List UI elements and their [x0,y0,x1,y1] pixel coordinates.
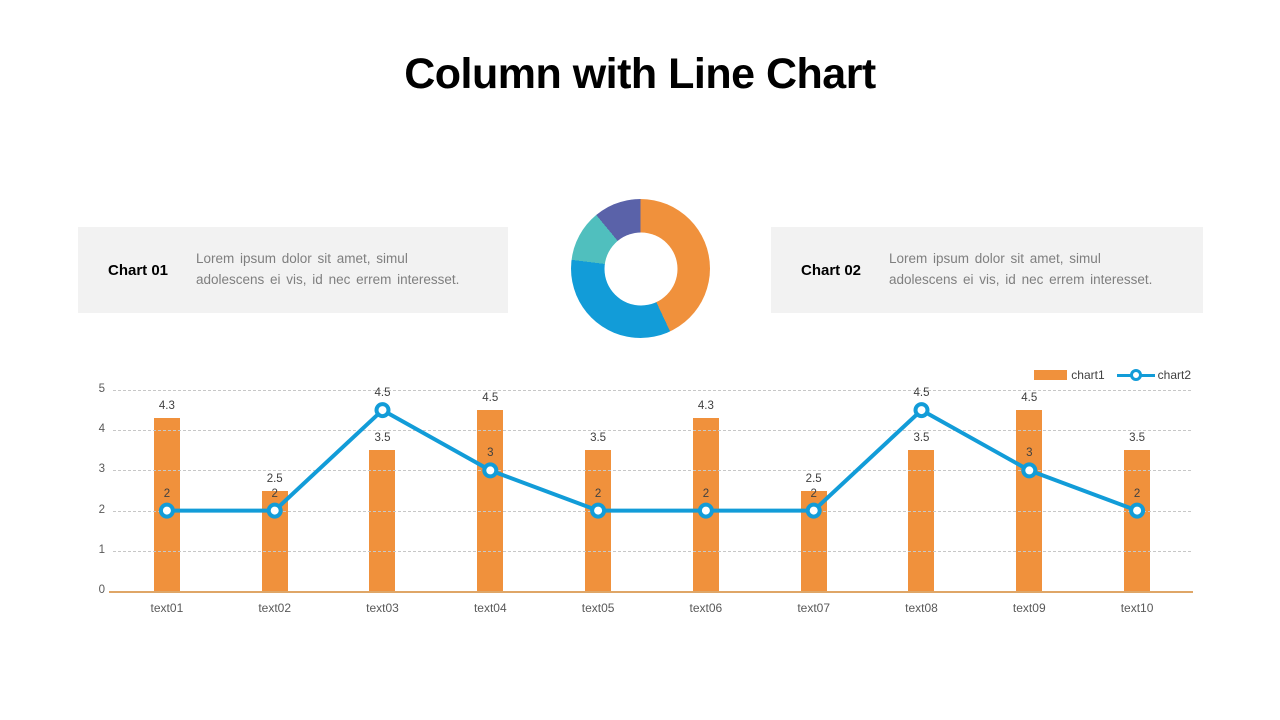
info-box-chart01-text-line1: Lorem ipsum dolor sit amet, simul [196,251,408,267]
bar-value-label-text02: 2.5 [266,472,283,485]
legend-label-chart1: chart1 [1071,368,1105,382]
x-axis-label-text04: text04 [473,601,507,615]
line-marker-text10 [1129,502,1146,519]
y-axis-tick-1: 1 [98,543,105,556]
gridline-y4 [113,430,1191,432]
legend-item-chart1: chart1 [1034,368,1105,382]
bar-text04 [477,410,504,591]
legend-line-marker-icon [1116,368,1155,382]
x-axis-label-text07: text07 [797,601,831,615]
category-text08: 3.5 [868,390,976,591]
x-axis-label-text08: text08 [905,601,938,615]
bar-value-label-text09: 4.5 [1021,392,1038,405]
line-marker-text02 [266,502,283,519]
bar-value-label-text07: 2.5 [805,472,822,485]
x-axis-label-text02: text02 [258,601,292,615]
info-box-chart01-label: Chart 01 [108,261,169,279]
x-axis-label-text10: text10 [1120,601,1154,615]
info-box-chart02: Chart 02 Lorem ipsum dolor sit amet, sim… [771,227,1203,313]
info-box-chart02-text: Lorem ipsum dolor sit amet, simul adoles… [889,249,1152,291]
line-value-label-text08: 4.5 [913,387,930,400]
line-marker-text06 [697,502,714,519]
line-marker-text01 [158,502,175,519]
line-value-label-text01: 2 [163,487,171,500]
legend-label-chart2: chart2 [1157,368,1191,382]
x-axis-labels: text01 text02 text03 text04 text05 text06 text… [113,591,1191,615]
line-marker-text07 [805,502,822,519]
page-title: Column with Line Chart [404,50,876,98]
category-text05: 3.5 [544,390,652,591]
info-box-chart01-text: Lorem ipsum dolor sit amet, simul adoles… [196,249,459,291]
bar-value-label-text05: 3.5 [590,432,607,445]
x-axis-label-text09: text09 [1012,601,1046,615]
line-value-label-text09: 3 [1026,447,1033,460]
category-text10: 3.5 [1083,390,1191,591]
chart-legend: chart1 chart2 [1022,368,1191,382]
bar-value-label-text08: 3.5 [913,432,930,445]
bar-text10 [1124,450,1151,591]
line-marker-text04 [482,462,499,479]
info-box-chart02-text-line2: adolescens ei vis, id nec errem interess… [889,272,1153,287]
x-axis-line [109,591,1193,593]
legend-line-dot [1129,369,1142,381]
donut-chart-hole [604,232,677,305]
gridline-y3 [113,470,1191,472]
line-marker-text08 [913,402,930,419]
info-box-chart01-text-line2: adolescens ei vis, id nec errem interess… [196,272,460,287]
line-marker-text09 [1021,462,1038,479]
bar-text05 [585,450,612,591]
legend-item-chart2: chart2 [1116,368,1191,382]
bar-value-label-text10: 3.5 [1129,432,1146,445]
x-axis-label-text05: text05 [581,601,615,615]
y-axis-tick-2: 2 [98,503,105,516]
bar-text08 [908,450,935,591]
bar-text03 [369,450,396,591]
x-axis-label-text03: text03 [366,601,399,615]
legend-bar-swatch-icon [1034,370,1068,380]
line-value-label-text02: 2 [271,487,278,500]
bar-value-label-text03: 3.5 [374,432,391,445]
y-axis-tick-5: 5 [98,383,105,395]
category-text03: 3.5 [329,390,437,591]
x-axis-label-text06: text06 [689,601,723,615]
bar-series: 4.3 2.5 3.5 4.5 3.5 4.3 2.5 3.5 4.5 3.5 [113,390,1191,591]
gridline-y5 [113,390,1191,391]
line-value-label-text07: 2 [810,487,817,500]
bar-value-label-text04: 4.5 [482,392,499,405]
line-series [158,402,1146,519]
line-marker-text03 [374,402,391,419]
line-value-label-text10: 2 [1133,487,1141,500]
info-box-chart02-label: Chart 02 [801,261,862,279]
y-axis-tick-4: 4 [98,423,105,436]
line-value-label-text05: 2 [594,487,602,500]
line-marker-text05 [590,502,607,519]
info-box-chart02-text-line1: Lorem ipsum dolor sit amet, simul [889,251,1101,267]
line-value-label-text06: 2 [702,487,710,500]
column-line-chart: chart1 chart2 4.3 2.5 3.5 4.5 3.5 4.3 2.5 3.5 4.5… [99,368,1193,615]
info-box-chart01: Chart 01 Lorem ipsum dolor sit amet, sim… [78,227,508,313]
category-text09: 4.5 [975,390,1083,591]
line-value-label-text03: 4.5 [374,387,391,400]
category-text04: 4.5 [436,390,544,591]
bar-text09 [1016,410,1043,591]
x-axis-label-text01: text01 [150,601,184,615]
y-axis-tick-3: 3 [98,463,105,476]
gridline-y1 [113,550,1191,552]
line-value-label-text04: 3 [487,447,494,460]
y-axis-tick-0: 0 [98,584,105,596]
bar-value-label-text06: 4.3 [697,400,714,413]
bar-value-label-text01: 4.3 [158,400,175,413]
donut-chart [571,199,710,338]
